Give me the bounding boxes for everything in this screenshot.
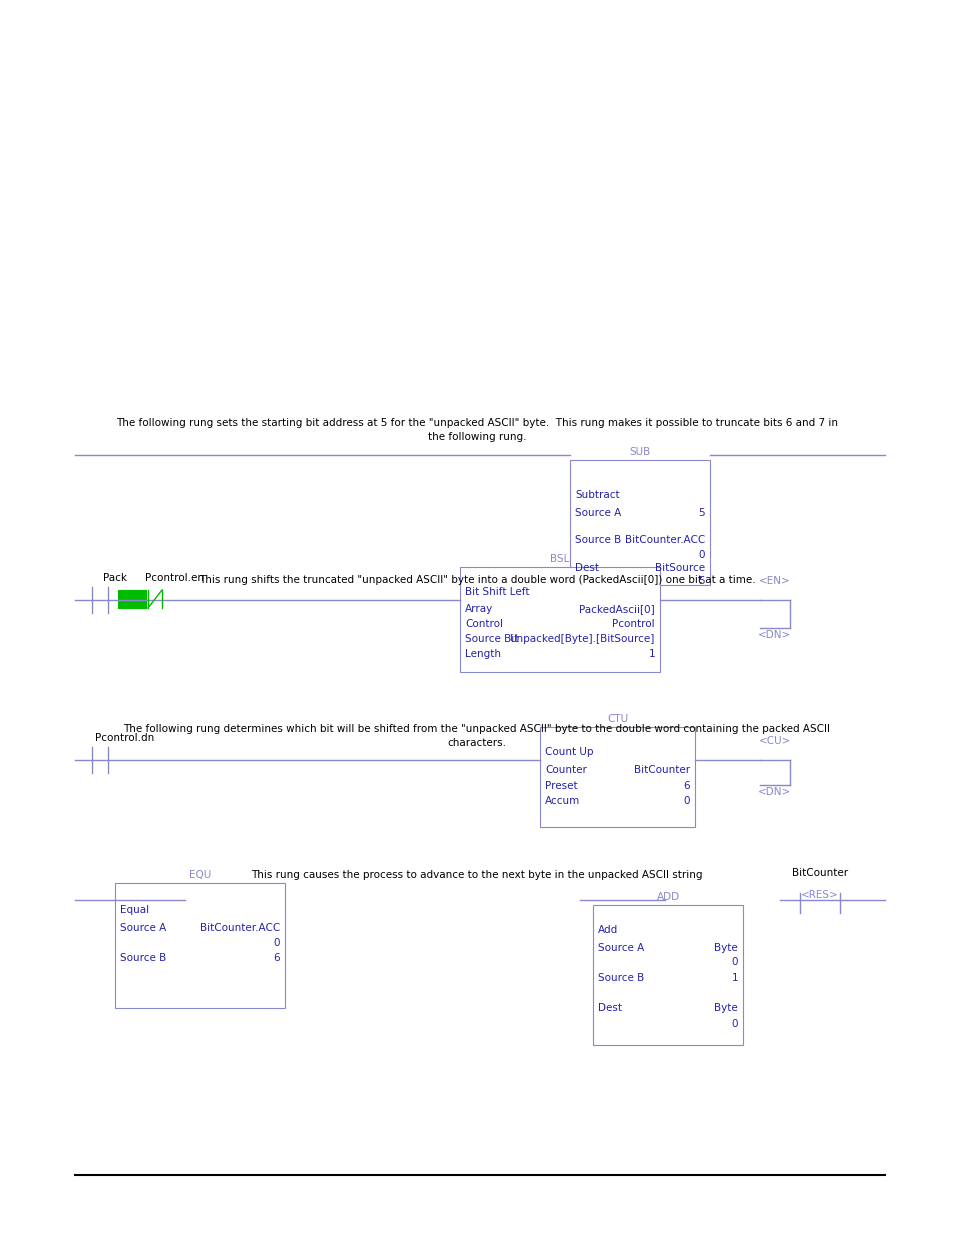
Text: Dest: Dest bbox=[598, 1003, 621, 1013]
Text: Byte: Byte bbox=[714, 944, 738, 953]
Text: BitCounter: BitCounter bbox=[791, 868, 847, 878]
Text: 0: 0 bbox=[731, 1019, 738, 1029]
Text: Accum: Accum bbox=[544, 797, 579, 806]
Text: BitCounter.ACC: BitCounter.ACC bbox=[624, 535, 704, 545]
Text: Pack: Pack bbox=[103, 573, 127, 583]
Text: Bit Shift Left: Bit Shift Left bbox=[464, 587, 529, 597]
Text: Pcontrol.dn: Pcontrol.dn bbox=[95, 734, 154, 743]
Text: Equal: Equal bbox=[120, 905, 149, 915]
FancyBboxPatch shape bbox=[118, 590, 146, 608]
Text: 0: 0 bbox=[731, 957, 738, 967]
FancyBboxPatch shape bbox=[459, 567, 659, 672]
Text: 6: 6 bbox=[274, 953, 280, 963]
Text: Pcontrol.en: Pcontrol.en bbox=[146, 573, 204, 583]
Text: Preset: Preset bbox=[544, 781, 577, 790]
Text: Byte: Byte bbox=[714, 1003, 738, 1013]
Text: Source B: Source B bbox=[598, 973, 643, 983]
Text: ADD: ADD bbox=[656, 892, 679, 902]
Text: Unpacked[Byte].[BitSource]: Unpacked[Byte].[BitSource] bbox=[509, 634, 655, 643]
Text: Dest: Dest bbox=[575, 563, 598, 573]
Text: BSL: BSL bbox=[550, 555, 569, 564]
Text: Pcontrol: Pcontrol bbox=[612, 619, 655, 629]
Text: <RES>: <RES> bbox=[801, 890, 838, 900]
Text: Source A: Source A bbox=[575, 508, 620, 517]
Text: <DN>: <DN> bbox=[758, 630, 791, 640]
Text: Length: Length bbox=[464, 650, 500, 659]
Text: 1: 1 bbox=[648, 650, 655, 659]
Text: 6: 6 bbox=[682, 781, 689, 790]
Text: PackedAscii[0]: PackedAscii[0] bbox=[578, 604, 655, 614]
Text: Source B: Source B bbox=[120, 953, 166, 963]
Text: The following rung sets the starting bit address at 5 for the "unpacked ASCII" b: The following rung sets the starting bit… bbox=[116, 417, 837, 429]
Text: 0: 0 bbox=[698, 550, 704, 559]
Text: Array: Array bbox=[464, 604, 493, 614]
Text: BitSource: BitSource bbox=[654, 563, 704, 573]
FancyBboxPatch shape bbox=[115, 883, 285, 1008]
Text: Count Up: Count Up bbox=[544, 747, 593, 757]
Text: Counter: Counter bbox=[544, 764, 586, 776]
Text: 5: 5 bbox=[698, 508, 704, 517]
FancyBboxPatch shape bbox=[539, 727, 695, 827]
Text: This rung causes the process to advance to the next byte in the unpacked ASCII s: This rung causes the process to advance … bbox=[251, 869, 702, 881]
Text: Source A: Source A bbox=[598, 944, 643, 953]
Text: Source Bit: Source Bit bbox=[464, 634, 517, 643]
Text: 0: 0 bbox=[274, 939, 280, 948]
Text: This rung shifts the truncated "unpacked ASCII" byte into a double word (PackedA: This rung shifts the truncated "unpacked… bbox=[198, 576, 755, 585]
Text: Control: Control bbox=[464, 619, 502, 629]
Text: The following rung determines which bit will be shifted from the "unpacked ASCII: The following rung determines which bit … bbox=[123, 724, 830, 734]
Text: <EN>: <EN> bbox=[759, 576, 790, 585]
Text: CTU: CTU bbox=[606, 714, 627, 724]
Text: 5: 5 bbox=[698, 576, 704, 585]
Text: Add: Add bbox=[598, 925, 618, 935]
Text: Subtract: Subtract bbox=[575, 490, 619, 500]
Text: the following rung.: the following rung. bbox=[427, 432, 526, 442]
Text: BitCounter.ACC: BitCounter.ACC bbox=[199, 923, 280, 932]
Text: Source A: Source A bbox=[120, 923, 166, 932]
FancyBboxPatch shape bbox=[569, 459, 709, 585]
Text: BitCounter: BitCounter bbox=[633, 764, 689, 776]
FancyBboxPatch shape bbox=[593, 905, 742, 1045]
Text: SUB: SUB bbox=[629, 447, 650, 457]
Text: characters.: characters. bbox=[447, 739, 506, 748]
Text: <DN>: <DN> bbox=[758, 787, 791, 797]
Text: 1: 1 bbox=[731, 973, 738, 983]
Text: 0: 0 bbox=[682, 797, 689, 806]
Text: EQU: EQU bbox=[189, 869, 211, 881]
Text: Source B: Source B bbox=[575, 535, 620, 545]
Text: <CU>: <CU> bbox=[758, 736, 790, 746]
